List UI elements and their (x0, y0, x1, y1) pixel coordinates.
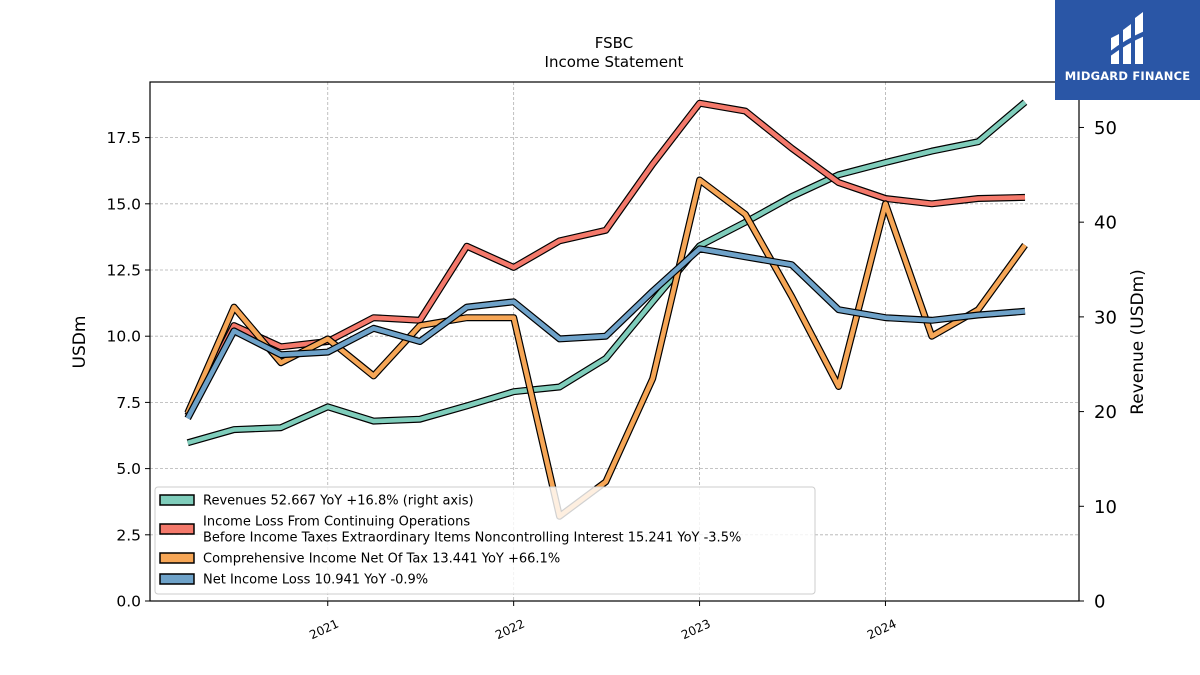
brand-logo-text: MIDGARD FINANCE (1064, 69, 1191, 83)
series-line-2 (184, 99, 1026, 418)
y-tick-label-left: 2.5 (116, 526, 141, 544)
y-tick-label-right: 10 (1094, 497, 1117, 518)
midgard-logo-icon (1109, 12, 1147, 64)
y-tick-label-right: 20 (1094, 402, 1117, 423)
series-stroke (185, 100, 1026, 417)
legend-label-4: Net Income Loss 10.941 YoY -0.9% (203, 573, 428, 588)
y-tick-label-left: 17.5 (106, 129, 141, 147)
legend-box (154, 486, 816, 595)
legend-swatch-2 (159, 523, 195, 535)
chart-title: FSBC (595, 34, 633, 52)
y-tick-label-right: 30 (1094, 307, 1117, 328)
legend-label-3: Comprehensive Income Net Of Tax 13.441 Y… (203, 552, 560, 567)
legend-swatch-1 (159, 494, 195, 506)
y-tick-label-left: 5.0 (116, 460, 141, 478)
y-axis-label-right: Revenue (USDm) (1128, 269, 1148, 415)
y-tick-label-left: 10.0 (106, 328, 141, 346)
series-line-4 (184, 245, 1026, 420)
brand-logo: MIDGARD FINANCE (1055, 0, 1200, 100)
series-line-1 (186, 99, 1028, 447)
y-tick-label-left: 7.5 (116, 394, 141, 412)
series-layer (184, 99, 1028, 520)
series-stroke (185, 246, 1026, 420)
chart-subtitle: Income Statement (545, 53, 684, 71)
series-line-3 (184, 176, 1028, 520)
y-axis-label-left: USDm (70, 316, 90, 369)
series-stroke (187, 100, 1027, 446)
x-tick-label: 2023 (679, 617, 713, 643)
legend-label-2: Income Loss From Continuing Operations Be… (203, 515, 741, 546)
x-tick-label: 2022 (493, 617, 527, 643)
y-tick-label-right: 50 (1094, 118, 1117, 139)
x-tick-label: 2021 (307, 617, 341, 643)
x-tick-label: 2024 (865, 617, 899, 643)
y-tick-label-right: 0 (1094, 592, 1105, 613)
series-outline (186, 99, 1028, 447)
y-tick-label-left: 0.0 (116, 593, 141, 611)
plot-frame (149, 81, 1080, 602)
legend-swatch-4 (159, 573, 195, 585)
y-tick-label-left: 15.0 (106, 195, 141, 213)
legend-label-1: Revenues 52.667 YoY +16.8% (right axis) (203, 494, 474, 509)
y-tick-label-left: 12.5 (106, 262, 141, 280)
series-outline (184, 99, 1026, 418)
legend: Revenues 52.667 YoY +16.8% (right axis) I… (154, 486, 816, 595)
y-tick-label-right: 40 (1094, 213, 1117, 234)
series-stroke (185, 177, 1027, 519)
legend-swatch-3 (159, 552, 195, 564)
